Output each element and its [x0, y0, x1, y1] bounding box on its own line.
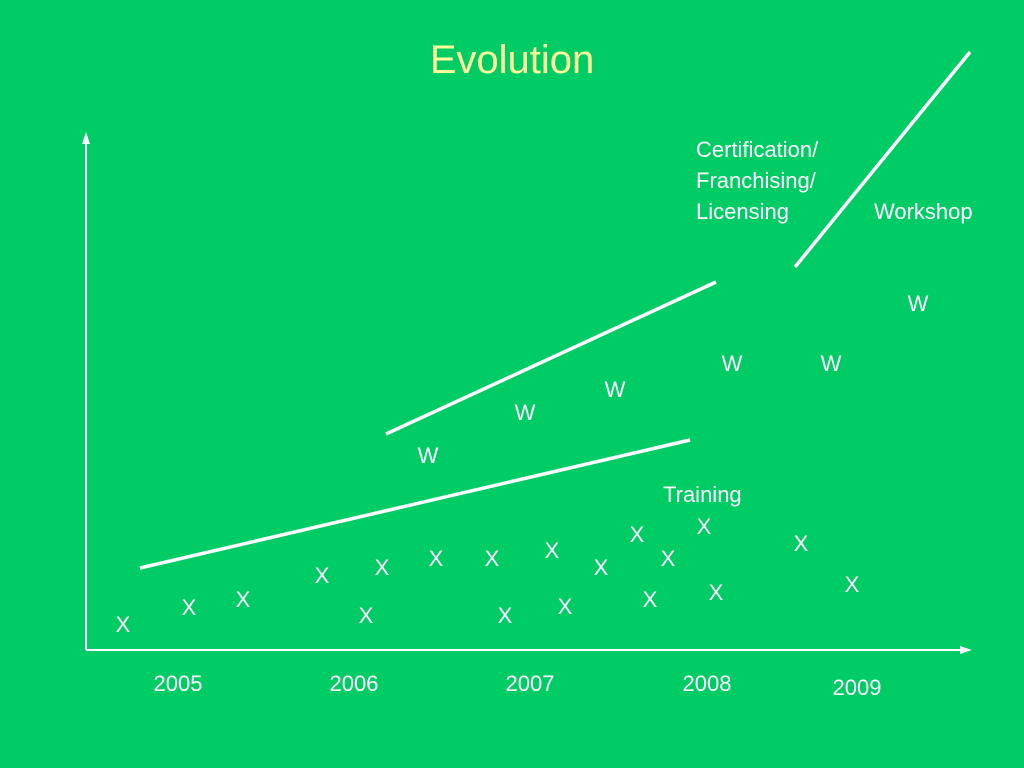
w-marker: W: [605, 377, 626, 402]
tick-2009: 2009: [833, 675, 882, 700]
x-marker: X: [545, 538, 560, 563]
year-ticks: 2005 2006 2007 2008 2009: [154, 671, 882, 700]
x-marker: X: [643, 587, 658, 612]
training-trend-line: [139, 438, 691, 570]
certification-label-line-1: Certification/: [696, 137, 819, 162]
workshop-label: Workshop: [874, 199, 973, 224]
x-marker: X: [182, 595, 197, 620]
x-marker: X: [594, 555, 609, 580]
training-label: Training: [663, 482, 742, 507]
tick-2006: 2006: [330, 671, 379, 696]
x-marker: X: [794, 531, 809, 556]
x-marker: X: [661, 546, 676, 571]
certification-trend-line: [385, 280, 717, 436]
x-axis-arrow: [960, 646, 972, 654]
x-marker: X: [236, 587, 251, 612]
w-marker: W: [418, 443, 439, 468]
x-marker: X: [709, 580, 724, 605]
x-marker: X: [558, 594, 573, 619]
tick-2008: 2008: [683, 671, 732, 696]
x-markers: X X X X X X X X X X X X X X X X X X X: [116, 514, 860, 637]
tick-2005: 2005: [154, 671, 203, 696]
x-marker: X: [498, 603, 513, 628]
w-marker: W: [908, 291, 929, 316]
certification-label-line-2: Franchising/: [696, 168, 817, 193]
x-marker: X: [315, 563, 330, 588]
workshop-trend-line: [793, 50, 972, 269]
w-marker: W: [722, 351, 743, 376]
slide-title: Evolution: [429, 38, 595, 82]
x-marker: X: [845, 572, 860, 597]
x-marker: X: [485, 546, 500, 571]
w-markers: W W W W W W: [418, 291, 929, 468]
tick-2007: 2007: [506, 671, 555, 696]
x-marker: X: [359, 603, 374, 628]
x-marker: X: [429, 546, 444, 571]
x-marker: X: [375, 555, 390, 580]
w-marker: W: [821, 351, 842, 376]
x-marker: X: [116, 612, 131, 637]
w-marker: W: [515, 400, 536, 425]
y-axis-arrow: [82, 132, 90, 144]
certification-label-line-3: Licensing: [696, 199, 789, 224]
x-marker: X: [630, 522, 645, 547]
x-marker: X: [697, 514, 712, 539]
